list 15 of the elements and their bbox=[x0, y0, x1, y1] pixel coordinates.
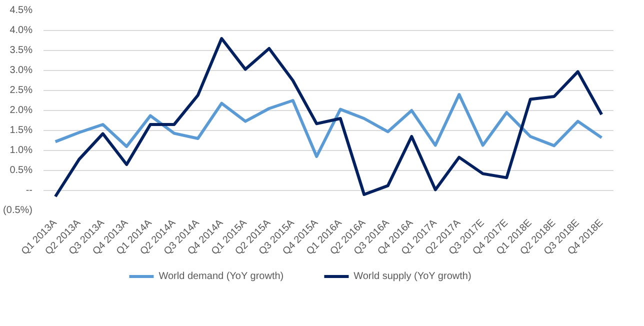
y-tick-label: (0.5%) bbox=[3, 205, 32, 216]
legend-label: World demand (YoY growth) bbox=[158, 270, 284, 282]
y-tick-label: 1.5% bbox=[10, 125, 33, 136]
y-tick-label: 4.5% bbox=[10, 5, 33, 16]
line-series bbox=[54, 37, 604, 198]
y-tick-label: 3.0% bbox=[10, 65, 33, 76]
y-tick-label: 3.5% bbox=[10, 45, 33, 56]
y-tick-label: 2.5% bbox=[10, 85, 33, 96]
line-series bbox=[54, 93, 604, 158]
y-tick-label: 0.5% bbox=[10, 165, 33, 176]
y-tick-label: 4.0% bbox=[10, 25, 33, 36]
y-tick-label: 2.0% bbox=[10, 105, 33, 116]
legend-label: World supply (YoY growth) bbox=[354, 270, 472, 282]
y-tick-label: 1.0% bbox=[10, 145, 33, 156]
y-tick-label: -- bbox=[26, 185, 33, 196]
